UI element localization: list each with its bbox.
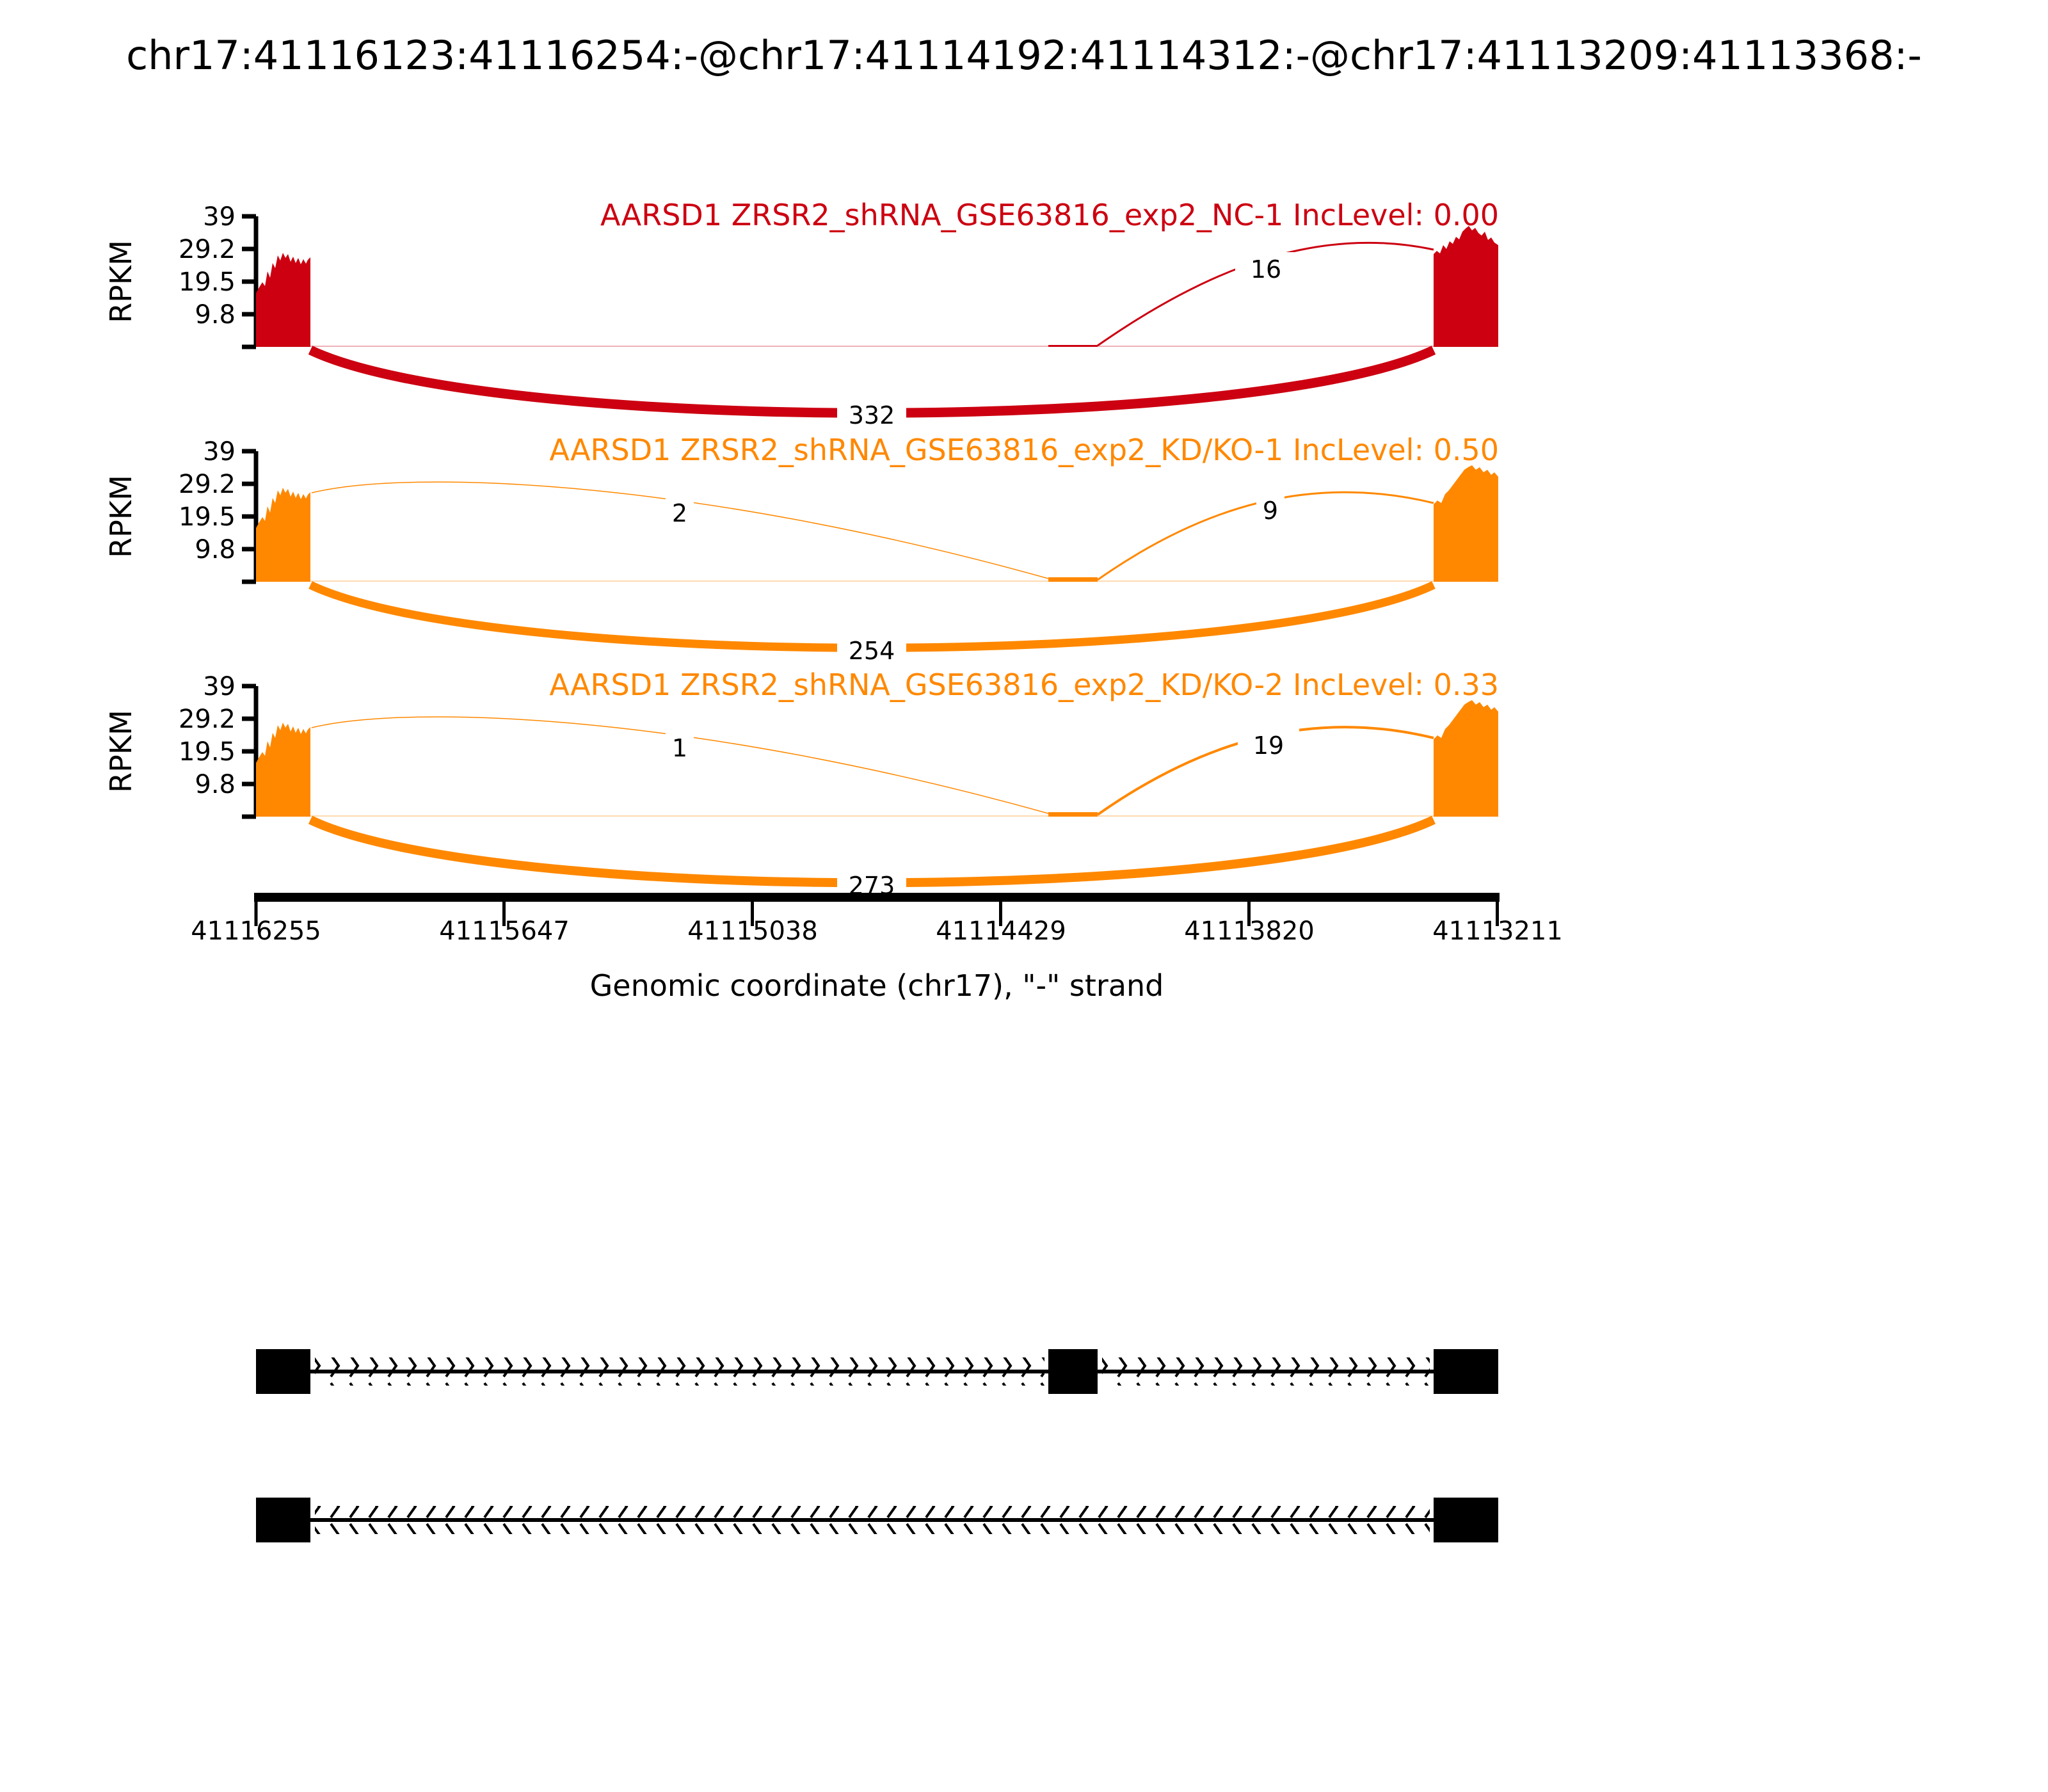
- strand-arrows: [315, 1506, 1430, 1534]
- ytick-39: 39: [203, 437, 236, 467]
- ytick-29-2: 29.2: [179, 235, 236, 264]
- coverage-upstream-exon: [256, 253, 310, 347]
- coverage-skipped-exon: [1048, 812, 1098, 817]
- coverage-upstream-exon: [256, 723, 310, 817]
- isoform-inclusion: [256, 1349, 1498, 1394]
- coverage-downstream-exon: [1434, 226, 1498, 347]
- ytick-39: 39: [203, 202, 236, 232]
- junction-count-bbox: [837, 634, 906, 667]
- junction-count-1: 1: [672, 734, 687, 762]
- xtick-41115647: 41115647: [439, 916, 570, 946]
- track-kdko1-label: AARSD1 ZRSR2_shRNA_GSE63816_exp2_KD/KO-1…: [549, 433, 1499, 467]
- xtick-41113820: 41113820: [1184, 916, 1315, 946]
- junction-count-bbox: [1256, 493, 1284, 527]
- junction-count-332: 332: [849, 401, 895, 429]
- x-axis: 41116255 41115647 41115038 41114429 4111…: [191, 893, 1563, 1003]
- track-nc1-label: AARSD1 ZRSR2_shRNA_GSE63816_exp2_NC-1 In…: [600, 198, 1499, 232]
- junction-count-bbox: [666, 731, 694, 764]
- ytick-9-8: 9.8: [195, 535, 236, 564]
- xtick-41114429: 41114429: [936, 916, 1066, 946]
- ytick-19-5: 19.5: [179, 268, 236, 297]
- ytick-19-5: 19.5: [179, 502, 236, 532]
- track-kdko1: AARSD1 ZRSR2_shRNA_GSE63816_exp2_KD/KO-1…: [104, 433, 1499, 667]
- x-axis-ticks: [254, 902, 1499, 926]
- junction-count-16: 16: [1251, 255, 1281, 284]
- junction-count-19: 19: [1253, 732, 1284, 760]
- strand-arrows: [315, 1357, 1044, 1386]
- ytick-39: 39: [203, 672, 236, 701]
- exon-box-downstream: [1434, 1498, 1498, 1542]
- x-axis-bar: [254, 893, 1500, 902]
- junction-count-254: 254: [849, 637, 895, 665]
- ytick-19-5: 19.5: [179, 737, 236, 767]
- junction-count-bbox: [1238, 728, 1299, 762]
- exon-box-skipped: [1048, 1349, 1098, 1394]
- ytick-9-8: 9.8: [195, 770, 236, 799]
- coverage-downstream-exon: [1434, 465, 1498, 582]
- exon-box-upstream: [256, 1498, 310, 1542]
- xtick-41113211: 41113211: [1432, 916, 1563, 946]
- ytick-29-2: 29.2: [179, 470, 236, 499]
- junction-count-bbox: [666, 496, 694, 529]
- strand-arrows: [1102, 1357, 1430, 1386]
- junction-count-bbox: [1235, 252, 1297, 284]
- coverage-downstream-exon: [1434, 700, 1498, 817]
- coverage-skipped-exon: [1048, 345, 1098, 347]
- coverage-skipped-exon: [1048, 577, 1098, 582]
- ytick-9-8: 9.8: [195, 300, 236, 330]
- exon-box-upstream: [256, 1349, 310, 1394]
- rpkm-axis-label: RPKM: [104, 240, 138, 323]
- rpkm-axis-label: RPKM: [104, 475, 138, 558]
- track-nc1: AARSD1 ZRSR2_shRNA_GSE63816_exp2_NC-1 In…: [104, 198, 1499, 431]
- page-title: chr17:41116123:41116254:-@chr17:41114192…: [126, 32, 1922, 79]
- track-kdko2-label: AARSD1 ZRSR2_shRNA_GSE63816_exp2_KD/KO-2…: [549, 668, 1499, 702]
- junction-count-bbox: [837, 398, 906, 431]
- xtick-41116255: 41116255: [191, 916, 321, 946]
- x-axis-title: Genomic coordinate (chr17), "-" strand: [590, 968, 1164, 1003]
- exon-box-downstream: [1434, 1349, 1498, 1394]
- isoform-skipping: [256, 1498, 1498, 1542]
- coverage-upstream-exon: [256, 488, 310, 582]
- junction-arc-upstream-skipped: [311, 481, 1049, 579]
- junction-count-2: 2: [672, 499, 687, 527]
- ytick-29-2: 29.2: [179, 705, 236, 734]
- junction-arc-upstream-skipped: [311, 716, 1049, 814]
- xtick-41115038: 41115038: [687, 916, 818, 946]
- rpkm-axis-label: RPKM: [104, 710, 138, 793]
- junction-count-9: 9: [1263, 497, 1278, 525]
